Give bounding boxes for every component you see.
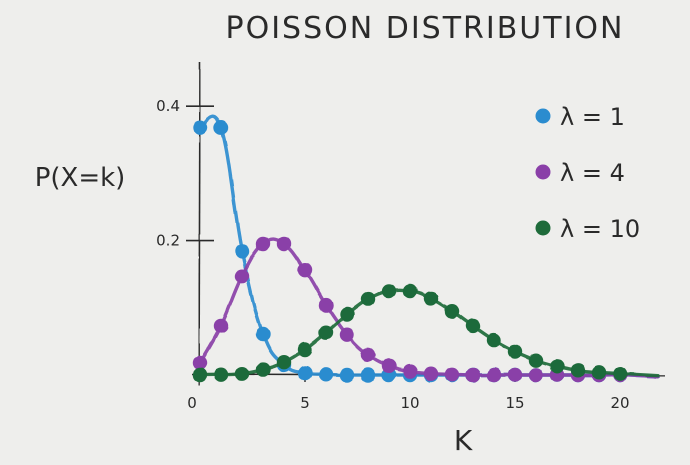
data-point	[318, 367, 334, 382]
data-point	[318, 297, 334, 313]
data-point	[465, 318, 481, 334]
y-tick-label: 0.4	[156, 97, 180, 115]
data-point	[213, 367, 229, 382]
data-point	[192, 367, 208, 383]
data-point	[234, 366, 250, 381]
data-point	[255, 326, 271, 342]
data-point	[318, 325, 334, 340]
data-point	[360, 291, 376, 307]
series-group	[192, 236, 660, 383]
data-point	[612, 366, 628, 381]
series-line	[198, 288, 660, 378]
y-tick-label: 0.2	[156, 232, 180, 250]
data-point	[381, 359, 397, 374]
data-point	[192, 355, 208, 371]
legend: λ = 1 λ = 4 λ = 10	[535, 103, 640, 243]
legend-marker	[535, 220, 551, 236]
data-point	[360, 367, 376, 383]
data-point	[276, 355, 292, 370]
data-point	[297, 342, 313, 357]
data-point	[465, 367, 481, 383]
data-point	[213, 318, 229, 334]
data-point	[360, 347, 376, 362]
plot-area	[192, 115, 660, 383]
legend-label: λ = 10	[560, 215, 640, 243]
data-point	[444, 367, 460, 382]
data-point	[486, 332, 502, 348]
data-point	[297, 365, 313, 381]
chart-title: POISSON DISTRIBUTION	[225, 11, 624, 46]
data-point	[507, 344, 523, 359]
series-line	[198, 237, 660, 379]
legend-marker	[535, 164, 551, 180]
y-ticks: 0.2 0.4	[156, 97, 214, 250]
data-point	[276, 236, 292, 252]
data-point	[528, 367, 544, 383]
legend-label: λ = 1	[560, 103, 625, 131]
data-point	[234, 269, 250, 284]
data-point	[234, 244, 250, 259]
data-point	[507, 367, 523, 383]
data-point	[486, 367, 502, 383]
data-point	[339, 327, 355, 342]
data-point	[297, 263, 313, 278]
x-tick-label: 20	[610, 394, 629, 412]
y-axis-line	[198, 61, 201, 386]
data-point	[528, 353, 544, 368]
data-point	[339, 367, 355, 383]
data-point	[444, 304, 460, 319]
data-point	[213, 120, 229, 135]
data-point	[402, 283, 418, 299]
legend-label: λ = 4	[560, 159, 625, 187]
x-tick-label: 10	[400, 394, 419, 412]
data-point	[570, 363, 586, 378]
data-point	[192, 120, 208, 135]
data-point	[591, 365, 607, 380]
x-tick-label: 5	[300, 394, 310, 412]
data-point	[381, 283, 397, 299]
data-point	[255, 236, 271, 252]
data-point	[423, 291, 439, 306]
data-point	[402, 364, 418, 379]
data-point	[423, 366, 439, 381]
series-group	[192, 283, 660, 383]
legend-marker	[535, 108, 551, 124]
x-tick-label: 0	[187, 394, 197, 412]
data-point	[255, 362, 271, 377]
y-axis	[198, 61, 201, 386]
x-axis-label: K	[454, 424, 473, 457]
data-point	[339, 307, 355, 322]
x-tick-label: 15	[505, 394, 524, 412]
y-axis-label: P(X=k)	[35, 163, 126, 193]
data-point	[549, 359, 565, 374]
